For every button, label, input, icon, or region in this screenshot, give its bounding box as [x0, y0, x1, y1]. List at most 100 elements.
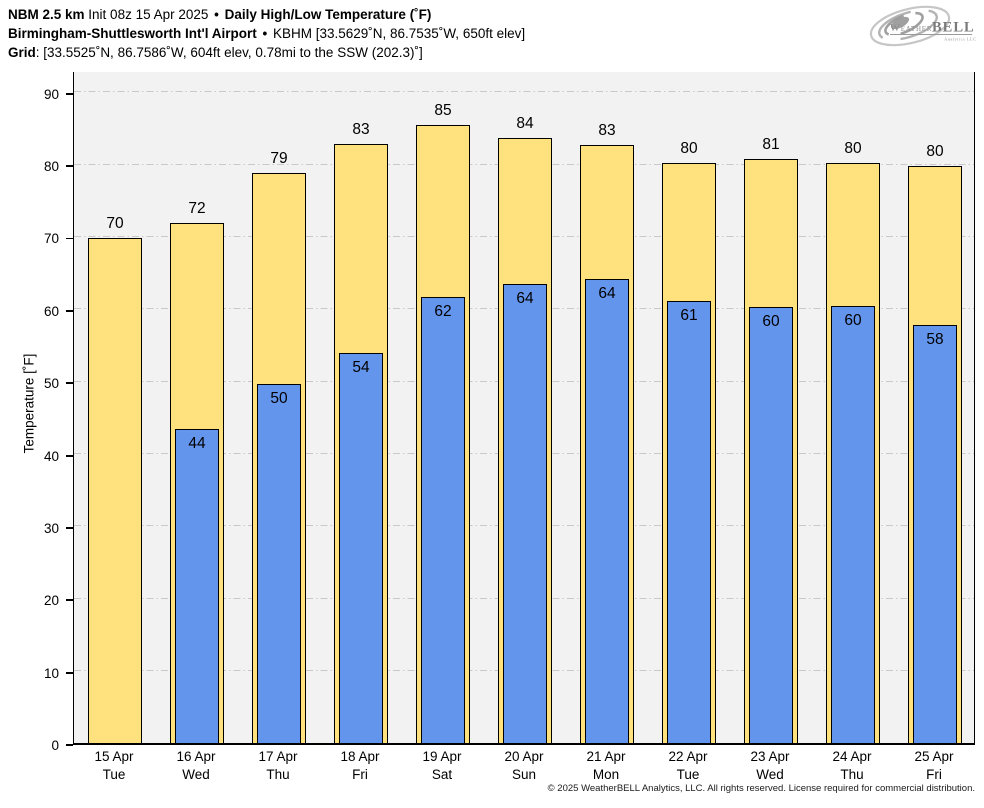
logo-text-analytics: Analytics LLC: [944, 37, 977, 42]
low-value-label: 61: [680, 306, 698, 324]
x-tick-date: 24 Apr: [832, 749, 872, 764]
x-tick-day: Mon: [592, 766, 620, 782]
x-tick-label: 22 Apr Tue: [643, 748, 733, 783]
high-value-label: 80: [926, 143, 944, 161]
logo-text-bell: BELL: [932, 20, 975, 36]
x-tick-date: 25 Apr: [914, 749, 954, 764]
y-tick-mark: [66, 382, 73, 385]
y-tick-mark: [66, 454, 73, 457]
high-value-label: 80: [680, 139, 698, 157]
init-time: Init 08z 15 Apr 2025: [88, 7, 209, 22]
y-tick-label: 70: [43, 231, 59, 247]
x-tick-label: 25 Apr Fri: [889, 748, 979, 783]
high-value-label: 72: [188, 199, 206, 217]
y-tick-label: 40: [43, 448, 59, 464]
x-tick-day: Tue: [676, 766, 700, 782]
x-tick-day: Wed: [756, 766, 784, 782]
low-value-label: 50: [270, 390, 288, 408]
low-bar: [831, 305, 875, 743]
logo-text-weather: Weather: [890, 23, 932, 34]
y-tick-mark: [66, 92, 73, 95]
x-tick-date: 15 Apr: [94, 749, 134, 764]
grid-details: : [33.5525˚N, 86.7586˚W, 604ft elev, 0.7…: [35, 45, 423, 60]
high-value-label: 83: [352, 120, 370, 138]
high-value-label: 79: [270, 149, 288, 167]
bullet-separator: •: [214, 7, 219, 22]
y-tick-mark: [66, 237, 73, 240]
y-tick-mark: [66, 310, 73, 312]
x-tick-date: 18 Apr: [340, 749, 380, 764]
x-tick-day: Thu: [266, 766, 290, 782]
y-tick-mark: [66, 599, 73, 602]
x-tick-day: Fri: [352, 766, 368, 782]
low-value-label: 62: [434, 303, 452, 321]
low-value-label: 54: [352, 358, 370, 376]
y-tick-label: 10: [43, 665, 59, 681]
y-tick-mark: [66, 671, 73, 674]
y-tick-mark: [66, 165, 73, 168]
header-line-2: Birmingham-Shuttlesworth Int'l Airport •…: [8, 24, 525, 43]
x-tick-date: 16 Apr: [176, 749, 216, 764]
x-tick-day: Sat: [431, 766, 453, 782]
x-tick-day: Wed: [182, 766, 210, 782]
x-tick-label: 21 Apr Mon: [561, 748, 651, 783]
low-value-label: 44: [188, 434, 206, 452]
y-tick-mark: [66, 527, 73, 529]
x-tick-label: 19 Apr Sat: [397, 748, 487, 783]
x-tick-date: 17 Apr: [258, 749, 298, 764]
header-line-3: Grid: [33.5525˚N, 86.7586˚W, 604ft elev,…: [8, 43, 525, 62]
x-tick-day: Fri: [926, 766, 942, 782]
bullet-separator: •: [262, 26, 268, 41]
high-value-label: 84: [516, 115, 534, 133]
high-value-label: 70: [106, 214, 124, 232]
high-value-label: 80: [844, 139, 862, 157]
weatherbell-logo: Weather BELL Analytics LLC: [869, 5, 977, 47]
x-tick-date: 23 Apr: [750, 749, 790, 764]
x-axis: 15 Apr Tue 16 Apr Wed 17 Apr Thu 18 Apr Fri 19 A…: [73, 748, 975, 788]
y-tick-label: 90: [43, 86, 59, 102]
x-tick-label: 24 Apr Thu: [807, 748, 897, 783]
y-axis: 0 10 20 30 40 50 60 70 80 90: [0, 72, 73, 753]
low-bar: [257, 384, 301, 743]
grid-label: Grid: [8, 45, 36, 60]
high-bar: [88, 237, 142, 743]
low-value-label: 64: [516, 290, 534, 308]
chart-header: NBM 2.5 km Init 08z 15 Apr 2025 • Daily …: [8, 5, 525, 62]
x-tick-date: 19 Apr: [422, 749, 462, 764]
plot-area: 70 72 44 79 50 83 54 85 62 84 64 83 64 80 61 81 60 80 60 80…: [73, 72, 975, 745]
x-tick-label: 17 Apr Thu: [233, 748, 323, 783]
low-value-label: 64: [598, 285, 616, 303]
high-value-label: 83: [598, 121, 616, 139]
x-tick-label: 16 Apr Wed: [151, 748, 241, 783]
model-name: NBM 2.5 km: [8, 7, 85, 22]
low-bar: [667, 300, 711, 743]
x-tick-day: Tue: [102, 766, 126, 782]
low-value-label: 60: [844, 311, 862, 329]
y-tick-label: 0: [51, 738, 59, 753]
station-details: KBHM [33.5629˚N, 86.7535˚W, 650ft elev]: [272, 26, 526, 41]
low-value-label: 58: [926, 330, 944, 348]
x-tick-label: 18 Apr Fri: [315, 748, 405, 783]
high-value-label: 85: [434, 102, 452, 119]
x-tick-date: 21 Apr: [586, 749, 626, 764]
station-name: Birmingham-Shuttlesworth Int'l Airport: [8, 26, 257, 41]
low-bar: [749, 307, 793, 743]
gridline: [74, 91, 974, 93]
x-tick-label: 20 Apr Sun: [479, 748, 569, 783]
x-tick-day: Sun: [511, 766, 537, 782]
y-tick-label: 50: [43, 376, 59, 392]
x-tick-date: 20 Apr: [504, 749, 544, 764]
low-bar: [175, 428, 219, 743]
y-tick-label: 60: [43, 303, 59, 319]
x-tick-label: 15 Apr Tue: [69, 748, 159, 783]
chart-title: Daily High/Low Temperature (˚F): [224, 7, 432, 22]
low-bar: [585, 279, 629, 743]
low-bar: [339, 352, 383, 743]
x-tick-day: Thu: [840, 766, 864, 782]
y-tick-label: 20: [43, 593, 59, 609]
y-tick-mark: [66, 744, 73, 746]
high-value-label: 81: [762, 136, 780, 154]
header-line-1: NBM 2.5 km Init 08z 15 Apr 2025 • Daily …: [8, 5, 525, 24]
x-tick-label: 23 Apr Wed: [725, 748, 815, 783]
